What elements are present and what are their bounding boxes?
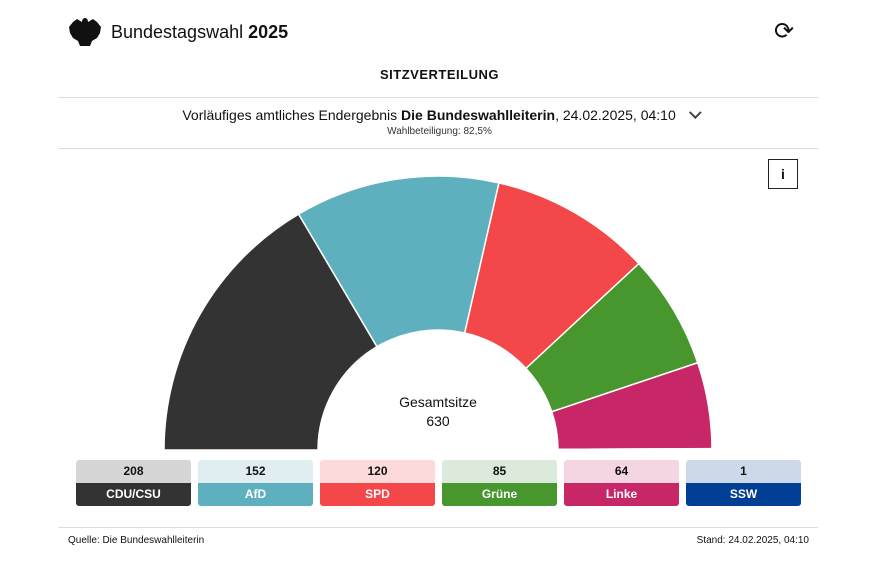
- party-name: SPD: [320, 483, 435, 506]
- seat-slice-afd[interactable]: [297, 175, 500, 348]
- app-title: Bundestagswahl 2025: [111, 22, 288, 43]
- section-title: SITZVERTEILUNG: [380, 67, 499, 82]
- result-prefix: Vorläufiges amtliches Endergebnis: [182, 107, 398, 123]
- seat-slice-ssw[interactable]: [557, 447, 713, 451]
- party-legend: 208 CDU/CSU 152 AfD 120 SPD 85 Grüne 64 Linke 1 SSW: [76, 460, 801, 506]
- legend-item[interactable]: 64 Linke: [564, 460, 679, 506]
- info-button[interactable]: i: [768, 159, 798, 189]
- seat-count: 120: [320, 460, 435, 483]
- divider: [58, 97, 818, 98]
- total-label: Gesamtsitze: [399, 394, 477, 410]
- party-name: SSW: [686, 483, 801, 506]
- total-value: 630: [426, 413, 450, 429]
- legend-item[interactable]: 85 Grüne: [442, 460, 557, 506]
- legend-item[interactable]: 208 CDU/CSU: [76, 460, 191, 506]
- seat-count: 208: [76, 460, 191, 483]
- seat-count: 152: [198, 460, 313, 483]
- party-name: Grüne: [442, 483, 557, 506]
- footer-stand: Stand: 24.02.2025, 04:10: [696, 535, 809, 546]
- title-year: 2025: [248, 22, 289, 42]
- turnout: Wahlbeteiligung: 82,5%: [387, 126, 492, 137]
- title-text: Bundestagswahl: [111, 22, 244, 42]
- divider: [58, 527, 818, 528]
- party-name: Linke: [564, 483, 679, 506]
- result-selector[interactable]: Vorläufiges amtliches Endergebnis Die Bu…: [0, 106, 879, 123]
- legend-item[interactable]: 152 AfD: [198, 460, 313, 506]
- result-date: , 24.02.2025, 04:10: [555, 107, 676, 123]
- seat-count: 85: [442, 460, 557, 483]
- party-name: CDU/CSU: [76, 483, 191, 506]
- result-source: Die Bundeswahlleiterin: [401, 107, 556, 123]
- legend-item[interactable]: 1 SSW: [686, 460, 801, 506]
- eagle-logo-icon: [69, 18, 101, 46]
- legend-item[interactable]: 120 SPD: [320, 460, 435, 506]
- divider: [58, 148, 818, 149]
- seat-count: 64: [564, 460, 679, 483]
- footer-source: Quelle: Die Bundeswahlleiterin: [68, 535, 205, 546]
- party-name: AfD: [198, 483, 313, 506]
- seat-slice-cducsu[interactable]: [163, 213, 378, 451]
- refresh-icon[interactable]: ⟳: [774, 18, 795, 45]
- seat-count: 1: [686, 460, 801, 483]
